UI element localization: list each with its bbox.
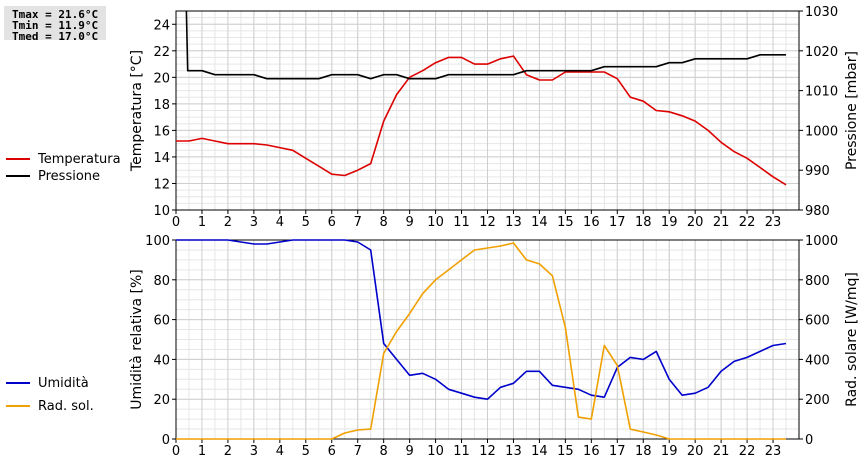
x-tick-label: 1 xyxy=(198,215,206,230)
x-tick-label: 16 xyxy=(583,444,600,459)
y-tick-label-right: 200 xyxy=(805,393,830,408)
y-tick-label-left: 20 xyxy=(153,393,170,408)
x-tick-label: 17 xyxy=(609,215,626,230)
x-tick-label: 12 xyxy=(479,215,496,230)
y-axis-label-left: Temperatura [°C] xyxy=(129,50,145,172)
x-tick-label: 23 xyxy=(765,215,782,230)
x-tick-label: 4 xyxy=(276,444,284,459)
x-tick-label: 5 xyxy=(302,444,310,459)
x-tick-label: 23 xyxy=(765,444,782,459)
x-tick-label: 21 xyxy=(713,215,730,230)
legend-label: Rad. sol. xyxy=(38,399,94,414)
x-tick-label: 12 xyxy=(479,444,496,459)
y-tick-label-left: 12 xyxy=(153,177,170,192)
x-tick-label: 11 xyxy=(453,215,470,230)
x-tick-label: 20 xyxy=(687,444,704,459)
y-tick-label-left: 24 xyxy=(153,18,170,33)
y-tick-label-right: 0 xyxy=(805,433,813,448)
x-tick-label: 7 xyxy=(354,444,362,459)
x-tick-label: 22 xyxy=(739,215,756,230)
x-tick-label: 7 xyxy=(354,215,362,230)
y-tick-label-right: 1030 xyxy=(805,5,838,20)
series-line-umidit- xyxy=(176,239,787,401)
y-tick-label-right: 990 xyxy=(805,164,830,179)
x-tick-label: 17 xyxy=(609,444,626,459)
y-tick-label-left: 22 xyxy=(153,45,170,60)
tmax-text: Tmax = 21.6°C xyxy=(12,8,99,21)
x-tick-label: 6 xyxy=(328,444,336,459)
stats-box: Tmax = 21.6°C Tmin = 11.9°C Tmed = 17.0°… xyxy=(4,6,106,43)
x-tick-label: 9 xyxy=(405,444,413,459)
y-tick-label-right: 1000 xyxy=(805,124,838,139)
y-tick-label-right: 800 xyxy=(805,274,830,289)
x-tick-label: 18 xyxy=(635,215,652,230)
x-tick-label: 16 xyxy=(583,215,600,230)
x-tick-label: 6 xyxy=(328,215,336,230)
legend-label: Umidità xyxy=(38,376,89,391)
y-axis-label-left: Umidità relativa [%] xyxy=(129,269,145,410)
x-tick-label: 0 xyxy=(172,215,180,230)
y-tick-label-left: 18 xyxy=(153,98,170,113)
x-tick-label: 4 xyxy=(276,215,284,230)
x-tick-label: 3 xyxy=(250,444,258,459)
x-tick-label: 0 xyxy=(172,444,180,459)
x-tick-label: 15 xyxy=(557,444,574,459)
tmin-text: Tmin = 11.9°C xyxy=(12,19,99,32)
x-tick-label: 22 xyxy=(739,444,756,459)
y-tick-label-left: 60 xyxy=(153,314,170,329)
y-tick-label-left: 40 xyxy=(153,353,170,368)
x-tick-label: 2 xyxy=(224,215,232,230)
legend-label: Temperatura xyxy=(37,152,121,167)
x-tick-label: 10 xyxy=(427,215,444,230)
y-tick-label-left: 100 xyxy=(145,234,170,249)
x-tick-label: 8 xyxy=(380,444,388,459)
y-tick-label-left: 20 xyxy=(153,71,170,86)
y-tick-label-left: 16 xyxy=(153,124,170,139)
series-line-temperatura xyxy=(176,55,787,186)
y-tick-label-right: 400 xyxy=(805,353,830,368)
legend-label: Pressione xyxy=(38,169,100,184)
x-tick-label: 5 xyxy=(302,215,310,230)
x-tick-label: 1 xyxy=(198,444,206,459)
x-tick-label: 14 xyxy=(531,215,548,230)
y-tick-label-left: 0 xyxy=(162,433,170,448)
y-tick-label-right: 980 xyxy=(805,204,830,219)
series-line-pressione xyxy=(185,10,786,80)
x-tick-label: 19 xyxy=(661,444,678,459)
y-tick-label-right: 600 xyxy=(805,314,830,329)
y-tick-label-left: 10 xyxy=(153,204,170,219)
y-tick-label-right: 1010 xyxy=(805,85,838,100)
x-tick-label: 15 xyxy=(557,215,574,230)
x-tick-label: 11 xyxy=(453,444,470,459)
x-tick-label: 14 xyxy=(531,444,548,459)
tmed-text: Tmed = 17.0°C xyxy=(12,30,99,43)
y-tick-label-left: 14 xyxy=(153,151,170,166)
y-tick-label-right: 1020 xyxy=(805,45,838,60)
x-tick-label: 8 xyxy=(380,215,388,230)
x-tick-label: 21 xyxy=(713,444,730,459)
x-tick-label: 10 xyxy=(427,444,444,459)
y-tick-label-right: 1000 xyxy=(805,234,838,249)
x-tick-label: 20 xyxy=(687,215,704,230)
y-axis-label-right: Pressione [mbar] xyxy=(844,51,860,170)
y-axis-label-right: Rad. solare [W/mq] xyxy=(844,272,860,407)
x-tick-label: 18 xyxy=(635,444,652,459)
y-tick-label-left: 80 xyxy=(153,274,170,289)
x-tick-label: 13 xyxy=(505,444,522,459)
x-tick-label: 13 xyxy=(505,215,522,230)
x-tick-label: 19 xyxy=(661,215,678,230)
x-tick-label: 9 xyxy=(405,215,413,230)
x-tick-label: 3 xyxy=(250,215,258,230)
x-tick-label: 2 xyxy=(224,444,232,459)
series-line-rad-sol- xyxy=(176,242,786,440)
